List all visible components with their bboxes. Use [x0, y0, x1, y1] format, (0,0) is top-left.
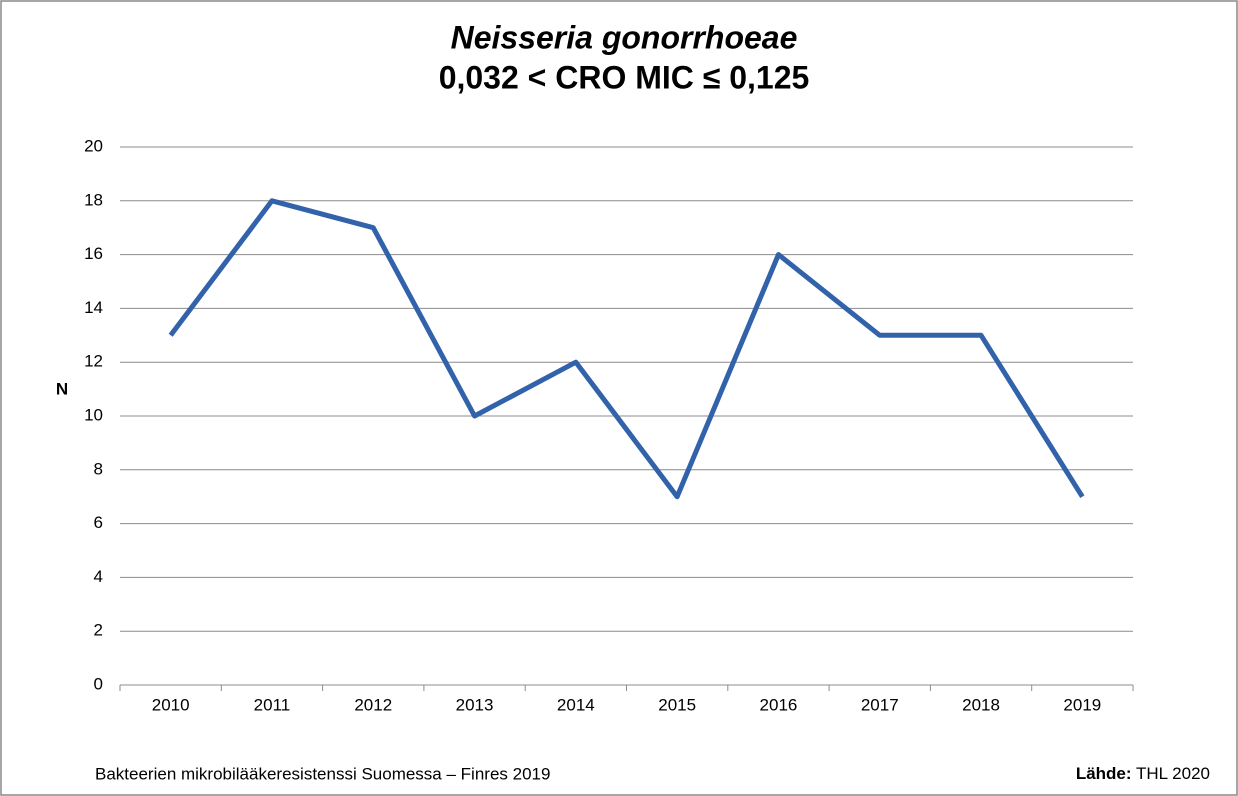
- y-tick-label: 4: [94, 567, 103, 586]
- source-label: Lähde:: [1076, 764, 1132, 783]
- y-tick-label: 8: [94, 459, 103, 478]
- y-tick-label: 6: [94, 513, 103, 532]
- x-tick-label: 2016: [760, 695, 798, 714]
- y-tick-label: 16: [84, 244, 103, 263]
- y-tick-label: 12: [84, 352, 103, 371]
- x-tick-label: 2019: [1063, 695, 1101, 714]
- x-tick-label: 2013: [456, 695, 494, 714]
- x-tick-label: 2018: [962, 695, 1000, 714]
- x-tick-label: 2017: [861, 695, 899, 714]
- data-line: [168, 198, 1085, 500]
- y-axis-label: N: [56, 379, 68, 398]
- source: Lähde: THL 2020: [1076, 764, 1210, 783]
- x-tick-label: 2012: [354, 695, 392, 714]
- x-tick-label: 2014: [557, 695, 595, 714]
- source-value: THL 2020: [1136, 764, 1210, 783]
- y-tick-label: 0: [94, 674, 103, 693]
- x-tick-label: 2015: [658, 695, 696, 714]
- x-tick-label: 2010: [152, 695, 190, 714]
- y-tick-label: 18: [84, 190, 103, 209]
- y-tick-label: 20: [84, 136, 103, 155]
- chart-title: Neisseria gonorrhoeae: [451, 19, 798, 55]
- x-tick-label: 2011: [254, 695, 291, 714]
- y-tick-label: 2: [94, 621, 103, 640]
- footer: Bakteerien mikrobilääkeresistenssi Suome…: [95, 764, 550, 783]
- y-tick-label: 10: [84, 405, 103, 424]
- chart-subtitle: 0,032 < CRO MIC ≤ 0,125: [439, 59, 810, 95]
- y-tick-label: 14: [84, 298, 103, 317]
